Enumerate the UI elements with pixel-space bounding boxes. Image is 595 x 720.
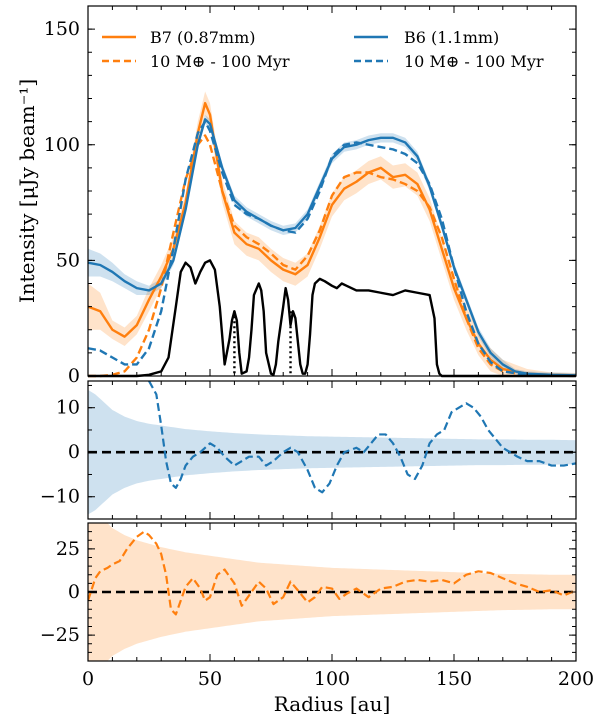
series-line-2	[87, 118, 577, 377]
series-line-3	[87, 120, 577, 378]
y-tick-label: 50	[56, 249, 80, 271]
y-tick-label: 100	[44, 134, 80, 156]
x-axis-label: Radius [au]	[274, 692, 391, 716]
b6-residual-line-0	[148, 381, 576, 494]
legend-label-b7: B7 (0.87mm)	[150, 28, 255, 47]
y-tick-label: 0	[68, 581, 80, 603]
b6-residual-panel: −10 0 10	[40, 380, 577, 520]
series-line-4	[88, 259, 576, 378]
x-tick-label: 100	[314, 668, 350, 690]
uncertainty-band-series-0	[88, 91, 576, 376]
y-tick-label: 150	[44, 18, 80, 40]
y-tick-label: 0	[68, 441, 80, 463]
y-tick-label: 25	[56, 538, 80, 560]
y-tick-label: −10	[40, 486, 80, 508]
series-line-1	[88, 134, 577, 378]
legend-label-b6: B6 (1.1mm)	[404, 28, 499, 47]
y-tick-label: 0	[68, 365, 80, 387]
x-tick-label: 0	[82, 668, 94, 690]
uncertainty-band-series-2	[88, 114, 576, 376]
b7-residual-line-0	[88, 530, 576, 616]
legend-label-b7-model: 10 M⊕ - 100 Myr	[150, 52, 290, 71]
legend-label-b6-model: 10 M⊕ - 100 Myr	[404, 52, 544, 71]
y-tick-label: 10	[56, 397, 80, 419]
x-tick-label: 50	[198, 668, 222, 690]
series-line-0	[87, 101, 577, 377]
legend: B7 (0.87mm) 10 M⊕ - 100 Myr B6 (1.1mm) 1…	[102, 28, 544, 71]
x-tick-label: 200	[558, 668, 594, 690]
y-tick-label: −25	[40, 624, 80, 646]
intensity-panel: 0 50 100 150	[44, 5, 577, 387]
y-axis-label: Intensity [μJy beam⁻¹]	[15, 79, 39, 303]
x-tick-label: 150	[436, 668, 472, 690]
